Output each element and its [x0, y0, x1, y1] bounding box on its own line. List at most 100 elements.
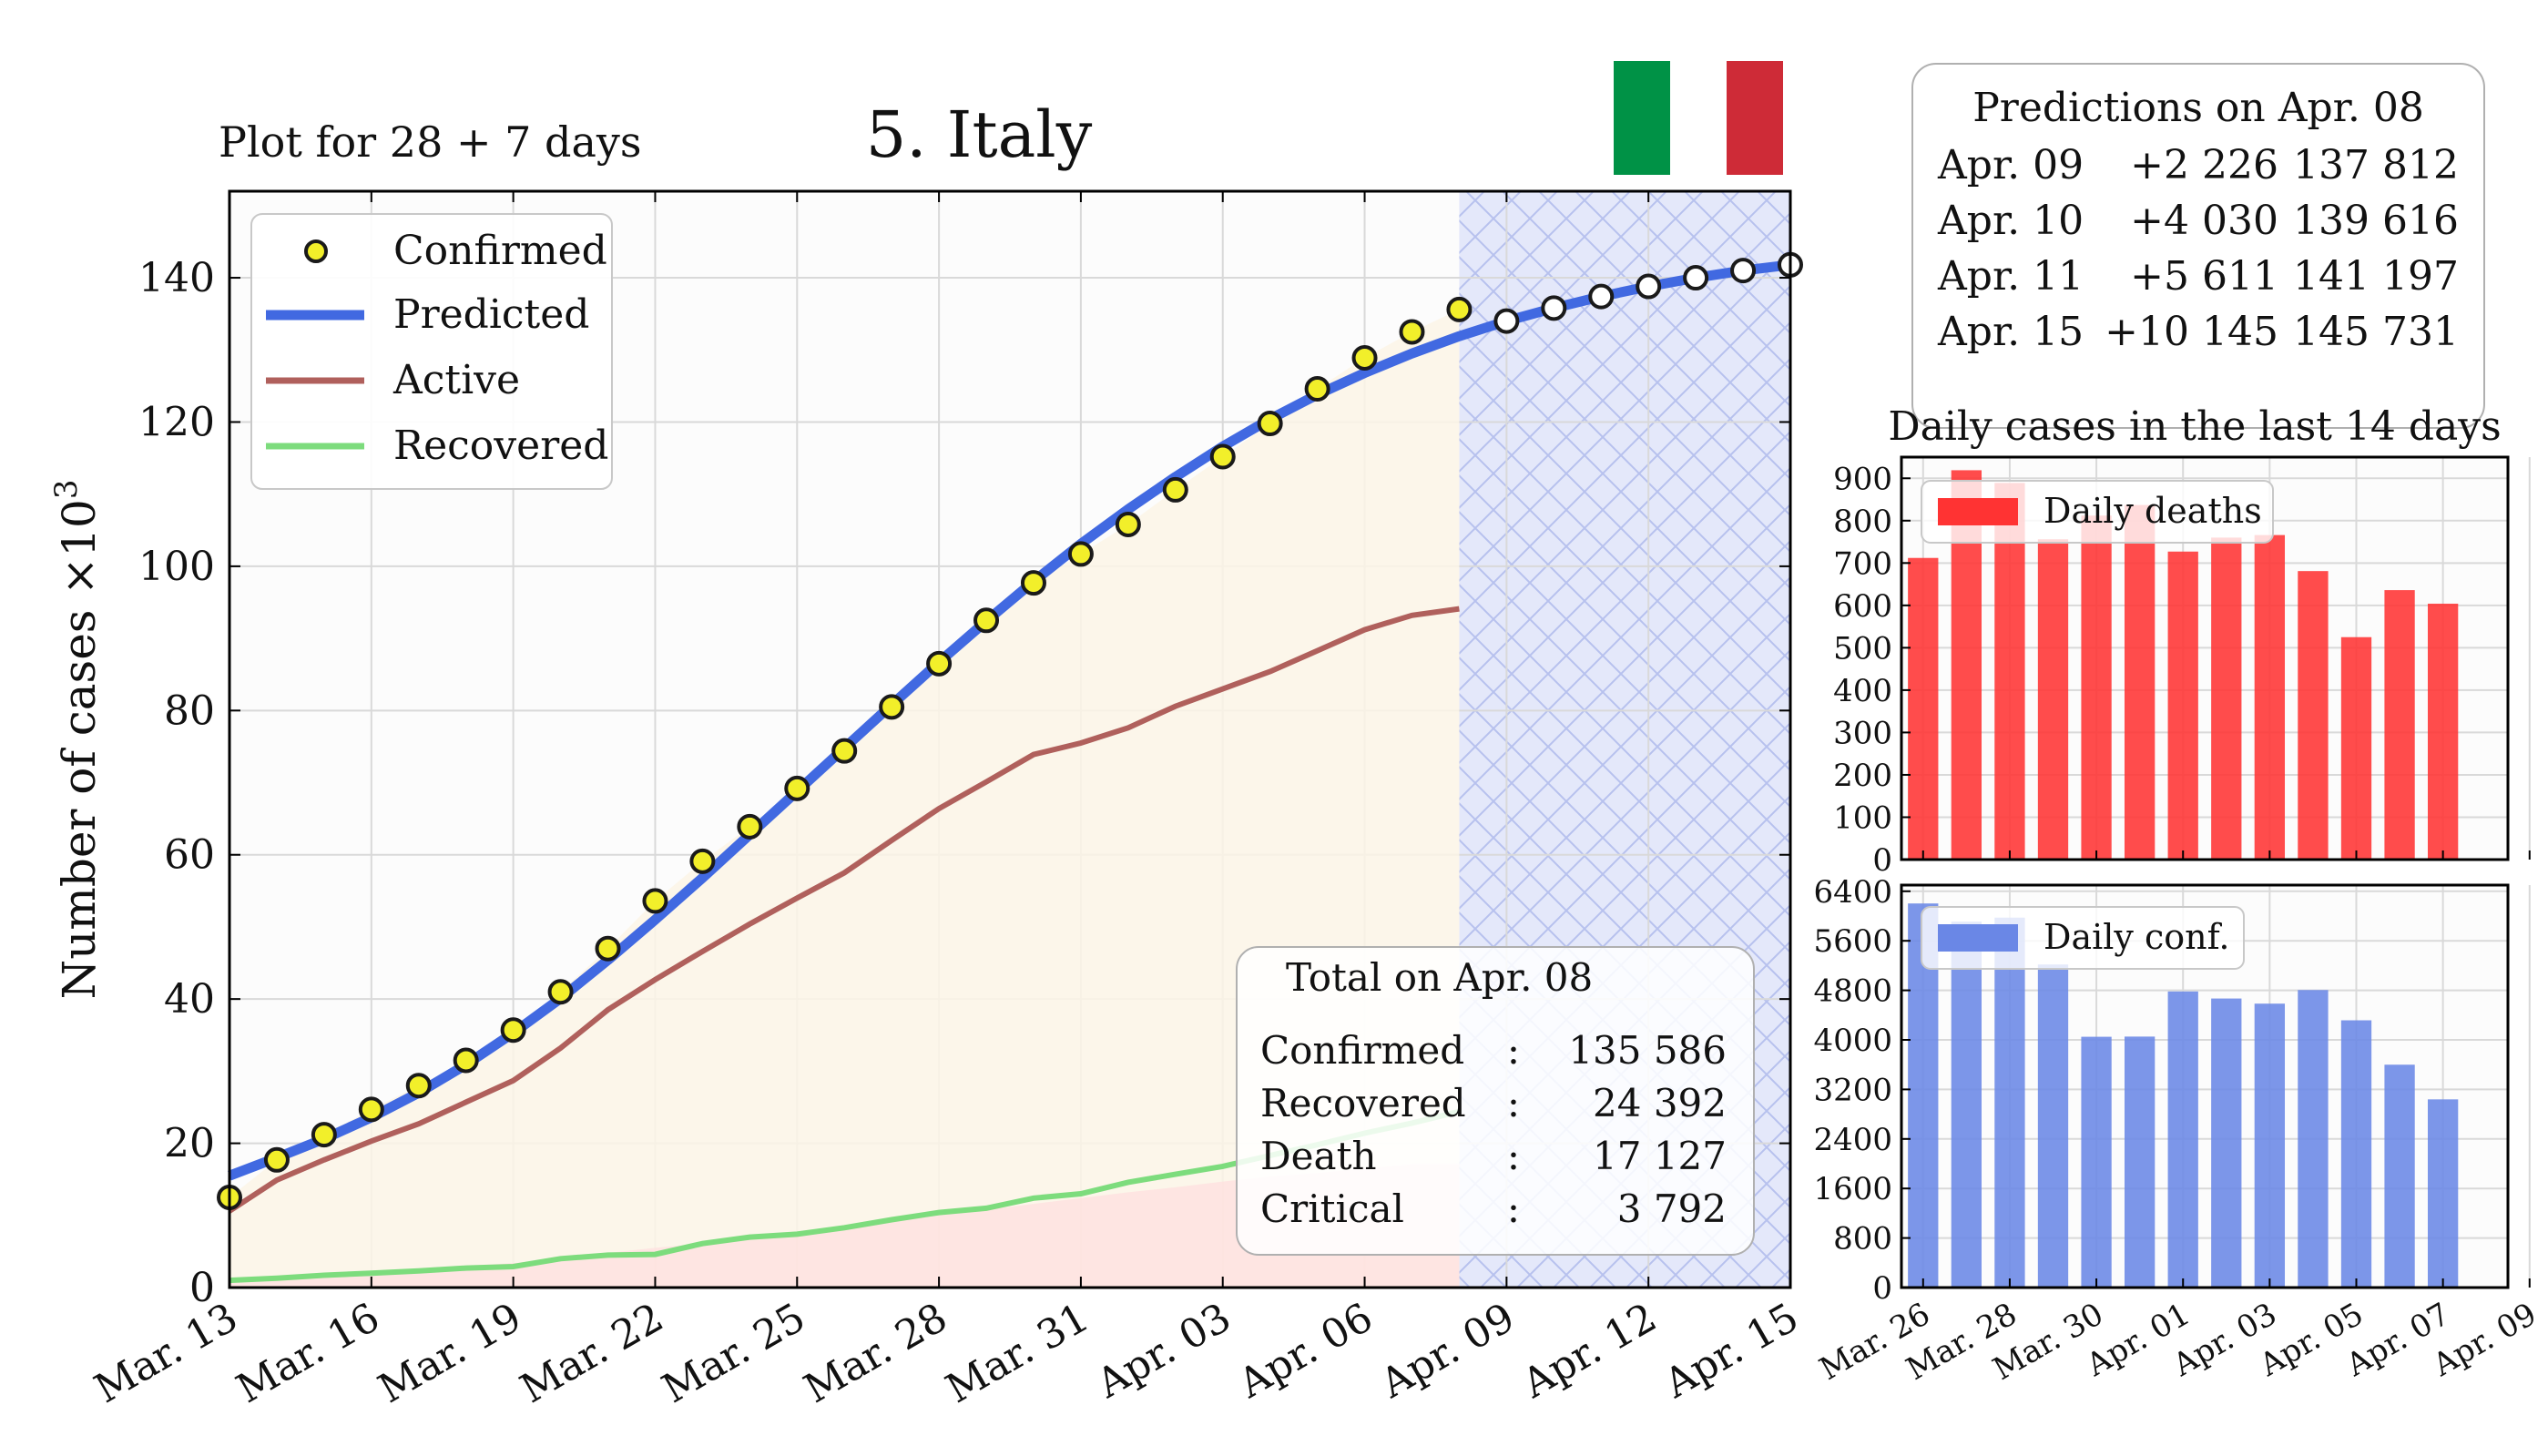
daily-conf-bar: [2211, 998, 2242, 1288]
predicted-point: [1730, 258, 1757, 284]
legend-confirmed: Confirmed: [393, 228, 607, 274]
x-tick-label: Apr. 15: [1656, 1294, 1806, 1408]
predicted-line: [228, 260, 1791, 1181]
confirmed-point: [595, 935, 621, 962]
confirmed-point: [1399, 319, 1425, 345]
confirmed-point: [311, 1122, 337, 1148]
predictions-title: Predictions on Apr. 08: [1972, 85, 2424, 131]
legend-confirmed-marker: [304, 239, 328, 263]
prediction-total: 137 812: [2293, 142, 2459, 188]
daily-deaths-bar: [2167, 551, 2198, 860]
daily-conf-bar: [2427, 1099, 2459, 1288]
confirmed-point: [831, 738, 858, 764]
predicted-point: [1636, 273, 1662, 300]
confirmed-point: [1162, 476, 1188, 503]
y-tick-label: 4800: [1813, 973, 1892, 1010]
y-tick-label: 500: [1833, 630, 1892, 667]
conf-legend-swatch: [1938, 924, 2018, 952]
daily-deaths-bar: [2211, 537, 2242, 860]
daily-conf-bar: [2081, 1036, 2112, 1288]
y-tick-label: 1600: [1813, 1171, 1892, 1207]
active-line: [228, 606, 1460, 1214]
y-tick-label: 700: [1833, 545, 1892, 582]
x-tick-label: Mar. 31: [938, 1294, 1096, 1412]
death-area: [229, 1164, 1460, 1288]
confirmed-point: [1115, 511, 1141, 537]
daily-deaths-bar: [2427, 603, 2459, 860]
daily-conf-bar: [2298, 990, 2329, 1288]
y-tick-label: 40: [164, 976, 215, 1023]
y-tick-label: 100: [138, 544, 215, 590]
predicted-point: [1541, 295, 1567, 321]
confirmed-point: [879, 694, 905, 720]
deaths-legend: [1921, 480, 2274, 544]
x-tick-label: Apr. 06: [1230, 1294, 1381, 1408]
deaths-legend-swatch: [1938, 498, 2018, 525]
confirmed-area: [229, 309, 1460, 1288]
summary-label: Critical: [1260, 1186, 1404, 1231]
y-tick-label: 0: [189, 1265, 215, 1311]
y-tick-label: 60: [164, 832, 215, 879]
x-tick-label: Mar. 16: [229, 1294, 387, 1412]
conf-legend-label: Daily conf.: [2043, 917, 2229, 957]
confirmed-point: [1446, 296, 1473, 322]
confirmed-point: [1020, 570, 1046, 596]
confirmed-point: [737, 813, 763, 840]
y-tick-label: 200: [1833, 758, 1892, 794]
confirmed-point: [1257, 411, 1283, 437]
daily-conf-bar: [1951, 921, 1982, 1288]
y-tick-label: 5600: [1813, 923, 1892, 960]
confirmed-point: [926, 650, 953, 677]
y-tick-label: 600: [1833, 588, 1892, 625]
predicted-point: [1588, 283, 1615, 310]
predicted-point: [1683, 265, 1709, 291]
y-tick-label: 2400: [1813, 1122, 1892, 1158]
x-tick-label: Mar. 28: [797, 1294, 955, 1412]
summary-value: 24 392: [1593, 1081, 1727, 1125]
legend-predicted: Predicted: [393, 291, 589, 338]
confirmed-point: [642, 888, 668, 914]
daily-deaths-bar: [2037, 539, 2069, 860]
daily-deaths-bar: [2340, 636, 2372, 860]
prediction-delta: +2 226: [2130, 142, 2278, 188]
prediction-delta: +5 611: [2130, 253, 2278, 300]
confirmed-point: [547, 979, 574, 1005]
summary-value: 17 127: [1593, 1134, 1727, 1178]
y-tick-label: 80: [164, 687, 215, 734]
y-tick-label: 140: [138, 255, 215, 301]
summary-label: Recovered: [1260, 1081, 1466, 1125]
summary-value: 3 792: [1617, 1186, 1727, 1231]
predictions-box: Predictions on Apr. 08 Apr. 09 +2 226 13…: [1911, 63, 2485, 429]
y-tick-label: 120: [138, 399, 215, 445]
deaths-legend-label: Daily deaths: [2043, 491, 2262, 531]
prediction-total: 145 731: [2293, 309, 2459, 355]
daily-title: Daily cases in the last 14 days: [1888, 403, 2501, 450]
summary-sep: :: [1507, 1081, 1520, 1125]
summary-box: Total on Apr. 08 Confirmed : 135 586 Rec…: [1236, 946, 1755, 1256]
predicted-point: [1493, 308, 1520, 334]
x-tick-label: Apr. 09: [1372, 1294, 1523, 1408]
prediction-total: 139 616: [2293, 198, 2459, 244]
prediction-date: Apr. 09: [1937, 142, 2084, 188]
conf-legend: [1921, 906, 2245, 970]
daily-deaths-chart: 0 100 200 300 400 500 600 700 800 900 Daily death…: [1833, 455, 2531, 879]
confirmed-point: [1304, 376, 1330, 402]
confirmed-point: [1209, 443, 1236, 470]
confirmed-point: [689, 848, 716, 874]
prediction-total: 141 197: [2293, 253, 2459, 300]
y-tick-label: 800: [1833, 504, 1892, 540]
daily-conf-bar: [2340, 1020, 2372, 1288]
confirmed-point: [1067, 541, 1094, 567]
daily-deaths-bar: [2254, 535, 2286, 860]
confirmed-point: [405, 1073, 432, 1099]
daily-conf-bar: [2384, 1064, 2415, 1288]
y-tick-label: 6400: [1813, 874, 1892, 911]
daily-conf-bar: [2037, 964, 2069, 1288]
main-legend: Confirmed Predicted Active Recovered: [250, 213, 613, 490]
confirmed-point: [1351, 344, 1378, 371]
main-frame: [228, 189, 1792, 1289]
chart-title: 5. Italy: [866, 97, 1093, 172]
y-tick-label: 300: [1833, 715, 1892, 751]
x-tick-label: Mar. 25: [655, 1294, 813, 1412]
